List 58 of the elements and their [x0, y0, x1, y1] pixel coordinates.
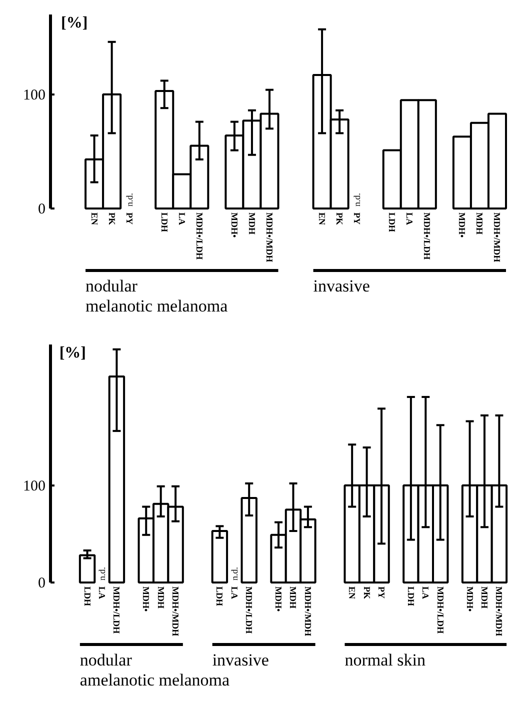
text: nodular	[86, 276, 138, 296]
x-tick-label: MDH	[246, 212, 257, 234]
x-tick-label: MDH•	[141, 586, 152, 612]
y-tick-label: 100	[23, 478, 46, 494]
x-tick-label: MDH•	[464, 586, 475, 612]
x-tick-label: LA	[404, 212, 415, 226]
bar	[211, 530, 228, 584]
x-tick-label: LDH	[406, 586, 416, 606]
y-axis-title: [%]	[59, 344, 86, 362]
x-tick-label: MDH•/MDH	[170, 586, 181, 636]
text: n.d.	[124, 193, 134, 206]
x-tick-label: LDH	[214, 586, 225, 606]
x-tick-label: MDH•/LDH	[112, 586, 122, 634]
x-tick-label: PK	[106, 212, 117, 225]
x-tick-label: LA	[176, 212, 187, 226]
y-tick-label: 0	[38, 576, 46, 592]
x-tick-label: MDH•/LDH	[244, 586, 254, 634]
bar	[78, 554, 96, 584]
y-tick-label: 0	[38, 202, 46, 218]
x-tick-label: MDH•/MDH	[264, 212, 274, 262]
x-tick-label: EN	[317, 212, 328, 226]
x-tick-label: LDH	[387, 212, 398, 232]
x-tick-label: MDH	[288, 586, 298, 608]
x-tick-label: MDH•/MDH	[492, 212, 502, 262]
x-tick-label: LDH	[82, 586, 92, 606]
text: n.d.	[229, 567, 240, 580]
text: n.d.	[352, 193, 362, 206]
x-tick-label: PY	[376, 586, 387, 599]
x-tick-label: LA	[420, 586, 431, 600]
text: invasive	[212, 650, 269, 670]
x-tick-label: MDH•	[229, 212, 240, 238]
x-tick-label: EN	[89, 212, 100, 226]
x-tick-label: MDH•/MDH	[494, 586, 504, 636]
text: invasive	[313, 276, 370, 296]
x-tick-label: MDH•/MDH	[302, 586, 313, 636]
x-tick-label: LA	[96, 586, 107, 600]
x-tick-label: PY	[352, 212, 362, 225]
x-tick-label: MDH	[474, 212, 485, 234]
x-tick-label: LDH	[159, 212, 170, 232]
x-tick-label: PK	[334, 212, 345, 225]
text: n.d.	[96, 567, 107, 580]
x-tick-label: MDH•	[274, 586, 284, 612]
x-tick-label: MDH•/LDH	[194, 212, 204, 260]
x-tick-label: MDH•/LDH	[435, 586, 446, 634]
text: normal skin	[344, 650, 426, 670]
text: melanotic melanoma	[86, 296, 228, 316]
x-tick-label: LA	[229, 586, 240, 600]
x-tick-label: PY	[124, 212, 134, 225]
x-tick-label: EN	[347, 586, 358, 600]
text: nodular	[80, 650, 132, 670]
x-tick-label: MDH•	[457, 212, 468, 238]
x-tick-label: PK	[362, 586, 372, 599]
x-tick-label: MDH	[479, 586, 490, 608]
x-tick-label: MDH	[156, 586, 166, 608]
y-axis-title: [%]	[61, 14, 88, 32]
y-tick-label: 100	[23, 87, 46, 104]
text: amelanotic melanoma	[80, 670, 230, 690]
x-tick-label: MDH•/LDH	[422, 212, 432, 260]
